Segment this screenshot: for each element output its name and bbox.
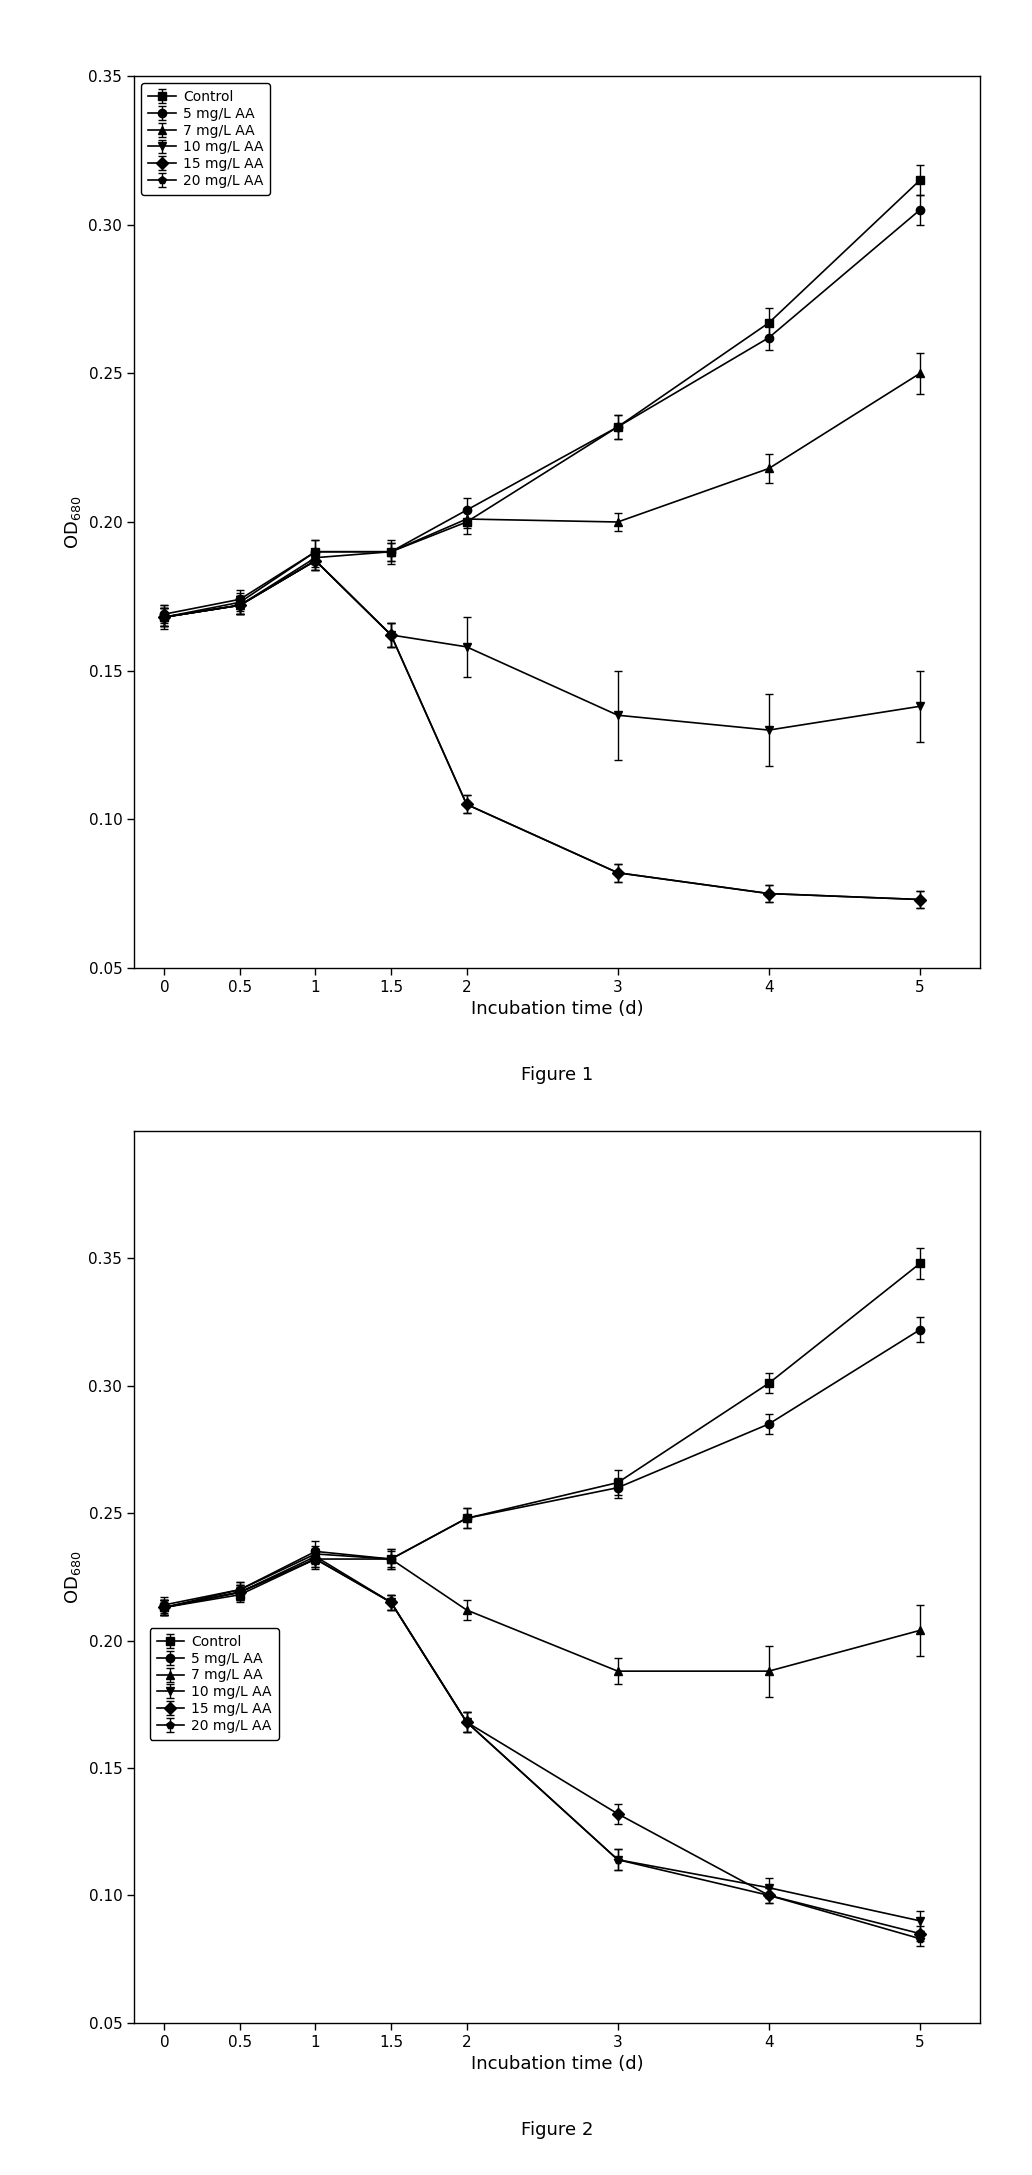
- Y-axis label: OD$_{680}$: OD$_{680}$: [63, 1551, 83, 1603]
- Y-axis label: OD$_{680}$: OD$_{680}$: [63, 496, 83, 548]
- Legend: Control, 5 mg/L AA, 7 mg/L AA, 10 mg/L AA, 15 mg/L AA, 20 mg/L AA: Control, 5 mg/L AA, 7 mg/L AA, 10 mg/L A…: [141, 83, 270, 196]
- Text: Figure 1: Figure 1: [521, 1066, 593, 1083]
- Text: Figure 2: Figure 2: [521, 2121, 593, 2138]
- Legend: Control, 5 mg/L AA, 7 mg/L AA, 10 mg/L AA, 15 mg/L AA, 20 mg/L AA: Control, 5 mg/L AA, 7 mg/L AA, 10 mg/L A…: [150, 1629, 279, 1740]
- X-axis label: Incubation time (d): Incubation time (d): [471, 1000, 644, 1018]
- X-axis label: Incubation time (d): Incubation time (d): [471, 2055, 644, 2073]
